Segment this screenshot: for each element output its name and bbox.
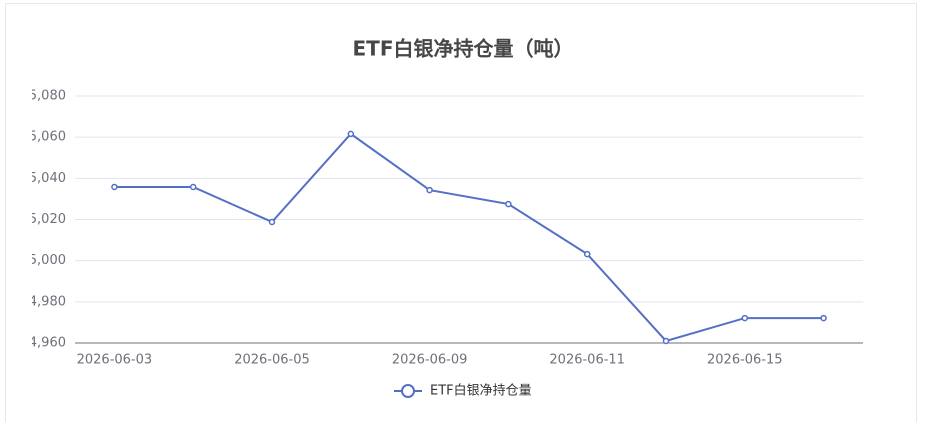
data-point — [268, 218, 276, 226]
data-point — [583, 250, 591, 258]
data-point — [189, 183, 197, 191]
data-point — [662, 337, 670, 345]
y-axis-labels: 4,960 4,980 5,000 5,020 5,040 5,060 5,080 — [29, 89, 66, 351]
x-tick-label: 2026-06-15 — [707, 353, 783, 368]
y-tick-label: 5,060 — [29, 130, 66, 145]
legend-marker — [401, 384, 415, 398]
data-point — [426, 186, 433, 194]
y-tick-label: 5,000 — [29, 253, 66, 268]
x-tick-label: 2026-06-05 — [234, 353, 310, 368]
x-tick-label: 2026-06-09 — [392, 353, 468, 368]
data-point — [505, 200, 512, 208]
y-tick-label: 4,980 — [29, 294, 66, 309]
x-tick-label: 2026-06-11 — [549, 353, 625, 368]
x-tick-label: 2026-06-03 — [77, 353, 153, 368]
card — [5, 3, 917, 422]
data-point — [347, 130, 355, 138]
y-tick-label: 4,960 — [29, 336, 66, 351]
y-tick-label: 5,080 — [29, 89, 66, 104]
data-point — [741, 314, 749, 322]
series-line — [114, 132, 824, 343]
y-tick-label: 5,020 — [29, 212, 66, 227]
legend-label: ETF白银净持仓量 — [430, 383, 532, 399]
data-point — [820, 314, 827, 322]
data-point — [111, 183, 118, 191]
chart-title: ETF白银净持仓量（吨） — [353, 37, 574, 61]
y-tick-label: 5,040 — [29, 171, 66, 186]
